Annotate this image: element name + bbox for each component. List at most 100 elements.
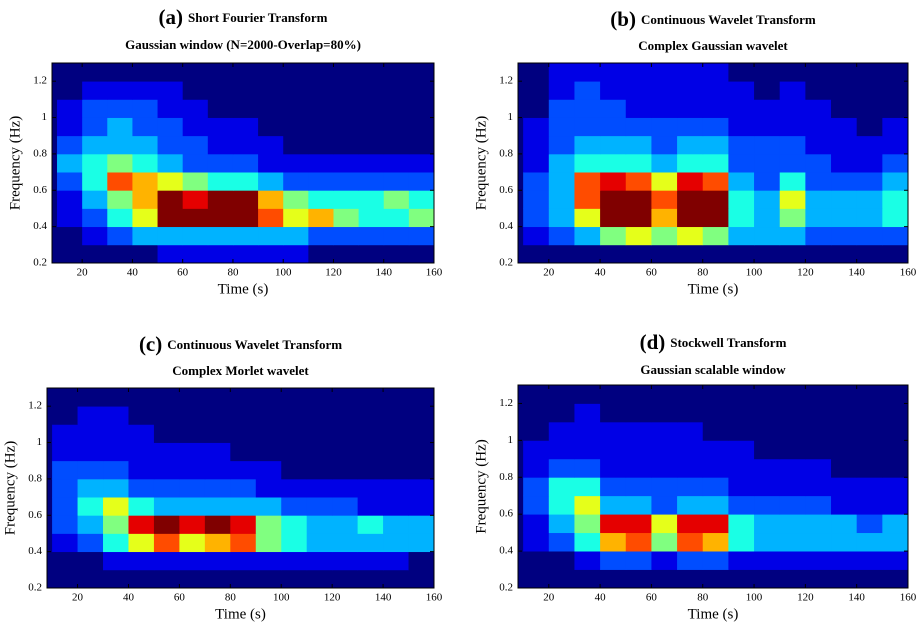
heat-cell — [52, 515, 78, 534]
heat-cell — [574, 208, 601, 228]
heat-cell — [779, 172, 806, 191]
heat-cell — [702, 495, 729, 515]
heat-cell — [728, 135, 755, 155]
heat-cell — [882, 244, 909, 264]
heat-cell — [523, 63, 550, 82]
heat-cell — [333, 99, 360, 118]
panel: (c) Continuous Wavelet Transform Complex M… — [2, 332, 442, 623]
heat-cell — [677, 63, 704, 82]
heat-cell — [779, 477, 806, 497]
heat-cell — [728, 63, 755, 82]
heat-cell — [82, 244, 108, 264]
heat-cell — [600, 495, 627, 515]
heat-cell — [283, 172, 309, 191]
heat-cell — [179, 551, 206, 571]
heat-cell — [625, 551, 652, 570]
heat-cell — [132, 244, 158, 264]
heat-cell — [128, 424, 155, 443]
heat-cell — [728, 421, 755, 441]
heat-cell — [128, 442, 155, 462]
heat-cell — [856, 551, 883, 570]
heat-cell — [805, 385, 832, 404]
y-axis-label: Frequency (Hz) — [473, 439, 489, 534]
heat-cell — [128, 406, 155, 425]
heat-cell — [258, 244, 284, 264]
heat-cell — [107, 208, 133, 228]
heat-cell — [230, 551, 257, 571]
heat-cell — [548, 208, 575, 228]
y-tick-label: 0.2 — [28, 582, 42, 594]
heat-cell — [132, 135, 158, 155]
heat-cell — [153, 533, 180, 553]
heat-cell — [728, 569, 755, 589]
heat-cell — [856, 403, 883, 423]
heat-cell — [574, 569, 601, 589]
heat-cell — [306, 388, 333, 407]
heat-cell — [548, 421, 575, 441]
panel-title: (d) Stockwell Transform — [640, 330, 787, 354]
y-tick-label: 0.2 — [33, 257, 47, 269]
heat-cell — [283, 81, 309, 100]
heat-cell — [383, 208, 410, 228]
heat-cell — [333, 208, 360, 228]
heat-cell — [82, 135, 108, 155]
heat-cell — [779, 458, 806, 478]
heat-cell — [702, 532, 729, 552]
y-tick-label: 1.2 — [33, 75, 47, 87]
heat-cell — [182, 81, 209, 100]
panel-subtitle: Gaussian scalable window — [640, 362, 786, 377]
heat-cell — [77, 460, 104, 480]
heat-cell — [232, 190, 259, 209]
heat-cell — [179, 442, 206, 462]
heat-cell — [548, 226, 575, 246]
heat-cell — [651, 117, 678, 137]
heat-cell — [255, 406, 282, 425]
heat-cell — [332, 533, 359, 553]
heat-cell — [831, 477, 858, 497]
heat-cell — [805, 244, 832, 264]
heat-cell — [754, 403, 781, 423]
heat-cell — [358, 190, 385, 209]
heat-cell — [308, 99, 334, 118]
heat-cell — [754, 190, 781, 209]
heat-cell — [57, 117, 83, 137]
x-tick-label: 40 — [595, 592, 607, 604]
heat-cell — [523, 421, 550, 441]
heat-cell — [600, 385, 627, 404]
heat-cell — [182, 244, 209, 264]
heat-cell — [77, 569, 104, 589]
heat-cell — [157, 244, 184, 264]
heat-cell — [882, 440, 909, 460]
heat-cell — [408, 153, 435, 173]
heat-cell — [548, 403, 575, 423]
heat-cell — [574, 458, 601, 478]
heat-cell — [677, 153, 704, 173]
heat-cell — [651, 172, 678, 191]
heat-cell — [258, 135, 284, 155]
heat-cell — [754, 421, 781, 441]
heat-cell — [52, 551, 78, 571]
heat-cell — [856, 208, 883, 228]
heat-cell — [128, 478, 155, 498]
heat-cell — [728, 403, 755, 423]
heat-cell — [182, 63, 209, 82]
heat-cell — [283, 117, 309, 137]
heat-cell — [831, 208, 858, 228]
heat-cell — [856, 99, 883, 118]
heat-cell — [157, 190, 184, 209]
heat-cell — [548, 190, 575, 209]
heat-cell — [179, 515, 206, 534]
x-tick-label: 160 — [426, 592, 443, 604]
heat-cell — [831, 172, 858, 191]
heat-cell — [57, 99, 83, 118]
heat-cell — [332, 515, 359, 534]
heat-cell — [856, 440, 883, 460]
heat-cell — [779, 532, 806, 552]
heat-cell — [77, 551, 104, 571]
heat-cell — [103, 388, 129, 407]
heat-cell — [357, 460, 384, 480]
heat-cell — [805, 495, 832, 515]
heat-cell — [856, 514, 883, 534]
heat-cell — [357, 497, 384, 516]
heat-cell — [625, 153, 652, 173]
